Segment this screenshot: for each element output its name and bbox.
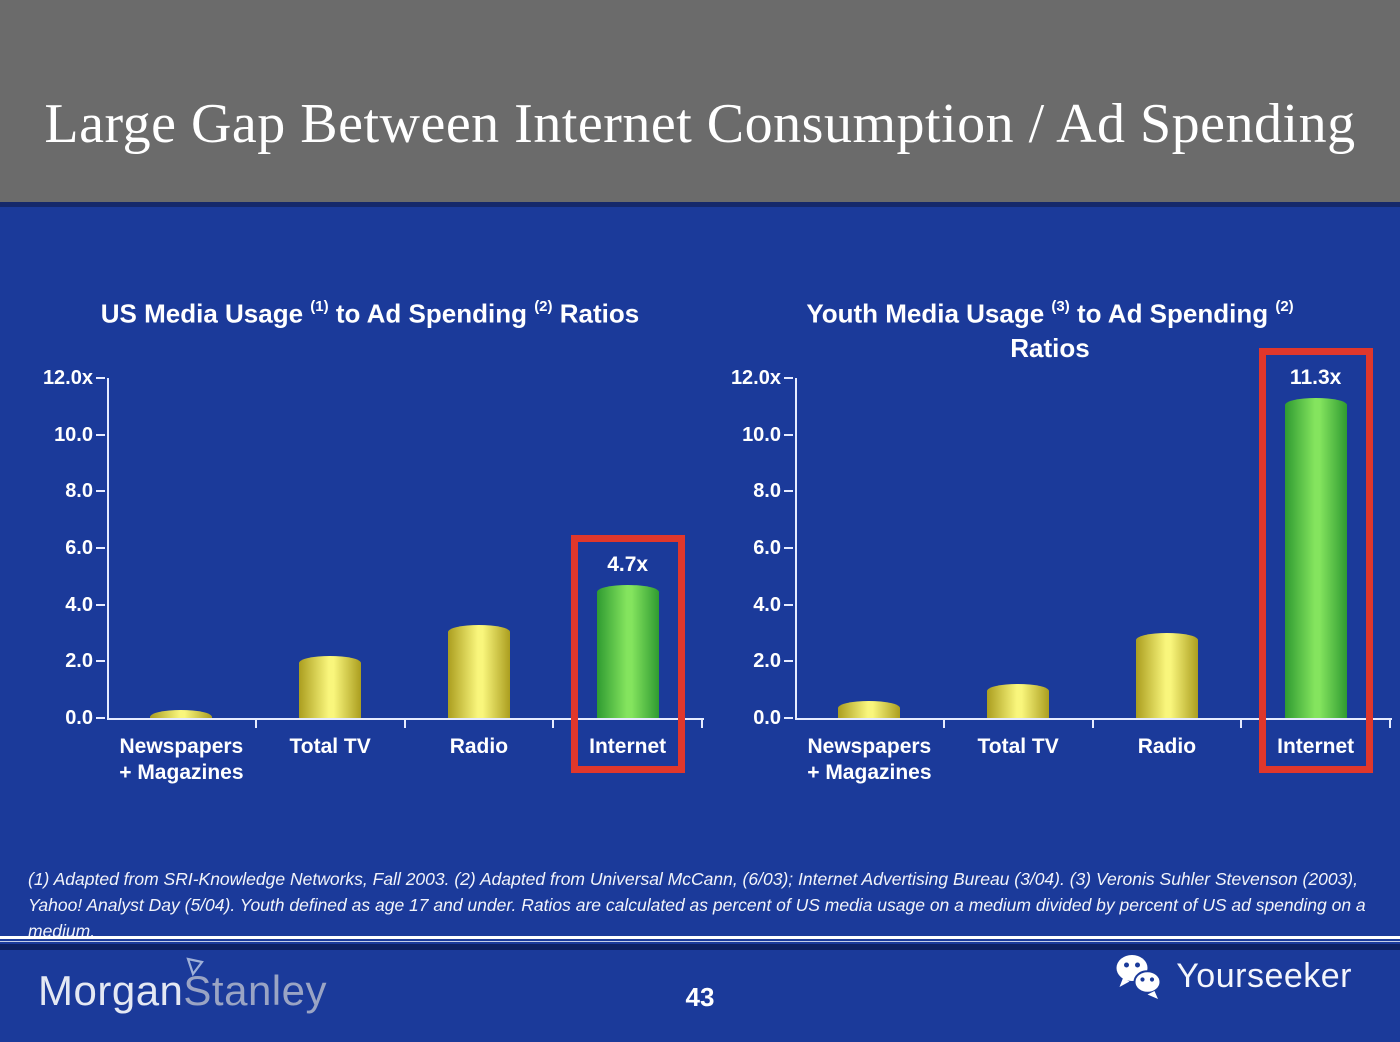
y-tick	[784, 547, 793, 549]
bar-internet	[596, 584, 659, 718]
bar-internet	[1284, 397, 1347, 718]
x-tick	[1389, 718, 1391, 728]
us-chart-title-text: Ratios	[552, 298, 640, 329]
footnote-ref-1: (1)	[310, 298, 329, 315]
y-tick	[784, 717, 793, 719]
footnote-ref-3: (3)	[1051, 298, 1070, 315]
y-tick-label: 8.0	[753, 480, 781, 503]
us-chart-plot-area: 12.0x 10.0 8.0 6.0 4.0 2.0 0.0 Newspapers + Mag…	[43, 367, 704, 784]
morgan-stanley-flag-icon	[186, 957, 204, 977]
category-label-radio: Radio	[1137, 735, 1197, 758]
y-tick-label: 0.0	[65, 707, 93, 729]
x-tick	[403, 718, 406, 728]
category-label-internet: Internet	[589, 735, 667, 758]
y-tick	[96, 490, 105, 493]
youth-chart-plot-area: 12.0x 10.0 8.0 6.0 4.0 2.0 0.0 Newspapers + Mag…	[731, 347, 1392, 784]
bar-total-tv	[299, 655, 362, 718]
y-tick	[784, 433, 793, 436]
category-label-newspapers-magazines: Newspapers + Magazines	[119, 735, 244, 784]
y-tick-label: 4.0	[753, 593, 781, 616]
highlight-box	[570, 534, 685, 773]
footnote-ref-2: (2)	[534, 298, 553, 315]
youth-chart-title-text: Youth Media Usage	[806, 298, 1052, 329]
page-number: 43	[685, 982, 715, 1012]
y-tick	[96, 603, 105, 606]
highlight-box	[1258, 347, 1373, 773]
category-label-total-tv: Total TV	[977, 735, 1059, 758]
x-tick	[552, 718, 555, 728]
bar-total-tv	[987, 684, 1050, 718]
youth-chart-title: Youth Media Usage (3) to Ad Spending (2)…	[770, 292, 1330, 365]
y-tick-label: 6.0	[753, 537, 781, 559]
yourseeker-logo: Yourseeker	[1112, 952, 1352, 1000]
x-tick	[254, 718, 257, 728]
y-tick	[96, 660, 105, 663]
x-tick	[942, 718, 945, 728]
x-tick	[1091, 718, 1094, 728]
slide-header: Large Gap Between Internet Consumption /…	[0, 0, 1400, 202]
wechat-icon	[1116, 955, 1162, 999]
y-tick	[96, 377, 105, 379]
y-tick-label: 4.0	[65, 593, 93, 616]
header-divider	[0, 202, 1400, 207]
x-tick	[701, 718, 703, 728]
slide-title: Large Gap Between Internet Consumption /…	[44, 93, 1356, 155]
y-tick	[96, 433, 105, 436]
x-tick	[1240, 718, 1243, 728]
youth-chart-title-text: to Ad Spending	[1069, 298, 1276, 329]
y-tick-label: 2.0	[65, 650, 93, 673]
youth-chart-title-line2: Ratios	[1010, 332, 1090, 363]
brand-text-stanley: Stanley	[183, 967, 327, 1014]
y-tick-label: 8.0	[65, 480, 93, 503]
y-tick-label: 10.0	[54, 423, 93, 446]
footer-divider	[0, 944, 1400, 950]
y-tick-label: 10.0	[742, 423, 781, 446]
bar-newspapers-magazines	[838, 701, 901, 718]
y-axis	[795, 378, 797, 720]
bar-value-label: 11.3x	[1289, 365, 1342, 389]
morgan-stanley-logo: MorganStanley	[38, 957, 327, 1014]
y-tick	[784, 490, 793, 493]
us-chart-title: US Media Usage (1) to Ad Spending (2) Ra…	[40, 292, 700, 331]
us-chart-title-text: to Ad Spending	[328, 298, 535, 329]
category-label-radio: Radio	[449, 735, 509, 758]
bar-radio	[1135, 633, 1198, 718]
us-chart-title-text: US Media Usage	[100, 298, 311, 329]
y-tick-label: 12.0x	[730, 367, 781, 389]
y-axis	[107, 378, 109, 720]
category-label-newspapers-magazines: Newspapers + Magazines	[807, 735, 932, 784]
y-tick	[784, 603, 793, 606]
footnote-ref-2: (2)	[1275, 298, 1294, 315]
x-axis	[795, 718, 1392, 720]
y-tick-label: 2.0	[753, 650, 781, 673]
y-tick	[96, 717, 105, 719]
y-tick	[96, 547, 105, 549]
yourseeker-text: Yourseeker	[1176, 956, 1352, 995]
category-label-total-tv: Total TV	[289, 735, 371, 758]
footnote-separator-line-thin	[0, 941, 1400, 942]
category-label-internet: Internet	[1277, 735, 1355, 758]
x-axis	[107, 718, 704, 720]
y-tick-label: 0.0	[753, 707, 781, 729]
bar-value-label: 4.7x	[607, 552, 649, 576]
brand-text-morgan: Morgan	[38, 967, 184, 1014]
y-tick-label: 6.0	[65, 537, 93, 559]
footnote: (1) Adapted from SRI-Knowledge Networks,…	[28, 869, 1366, 941]
y-tick	[784, 660, 793, 663]
bar-newspapers-magazines	[150, 709, 213, 718]
y-tick-label: 12.0x	[42, 367, 93, 389]
footnote-separator-line	[0, 936, 1400, 939]
y-tick	[784, 377, 793, 379]
bar-radio	[447, 624, 510, 718]
